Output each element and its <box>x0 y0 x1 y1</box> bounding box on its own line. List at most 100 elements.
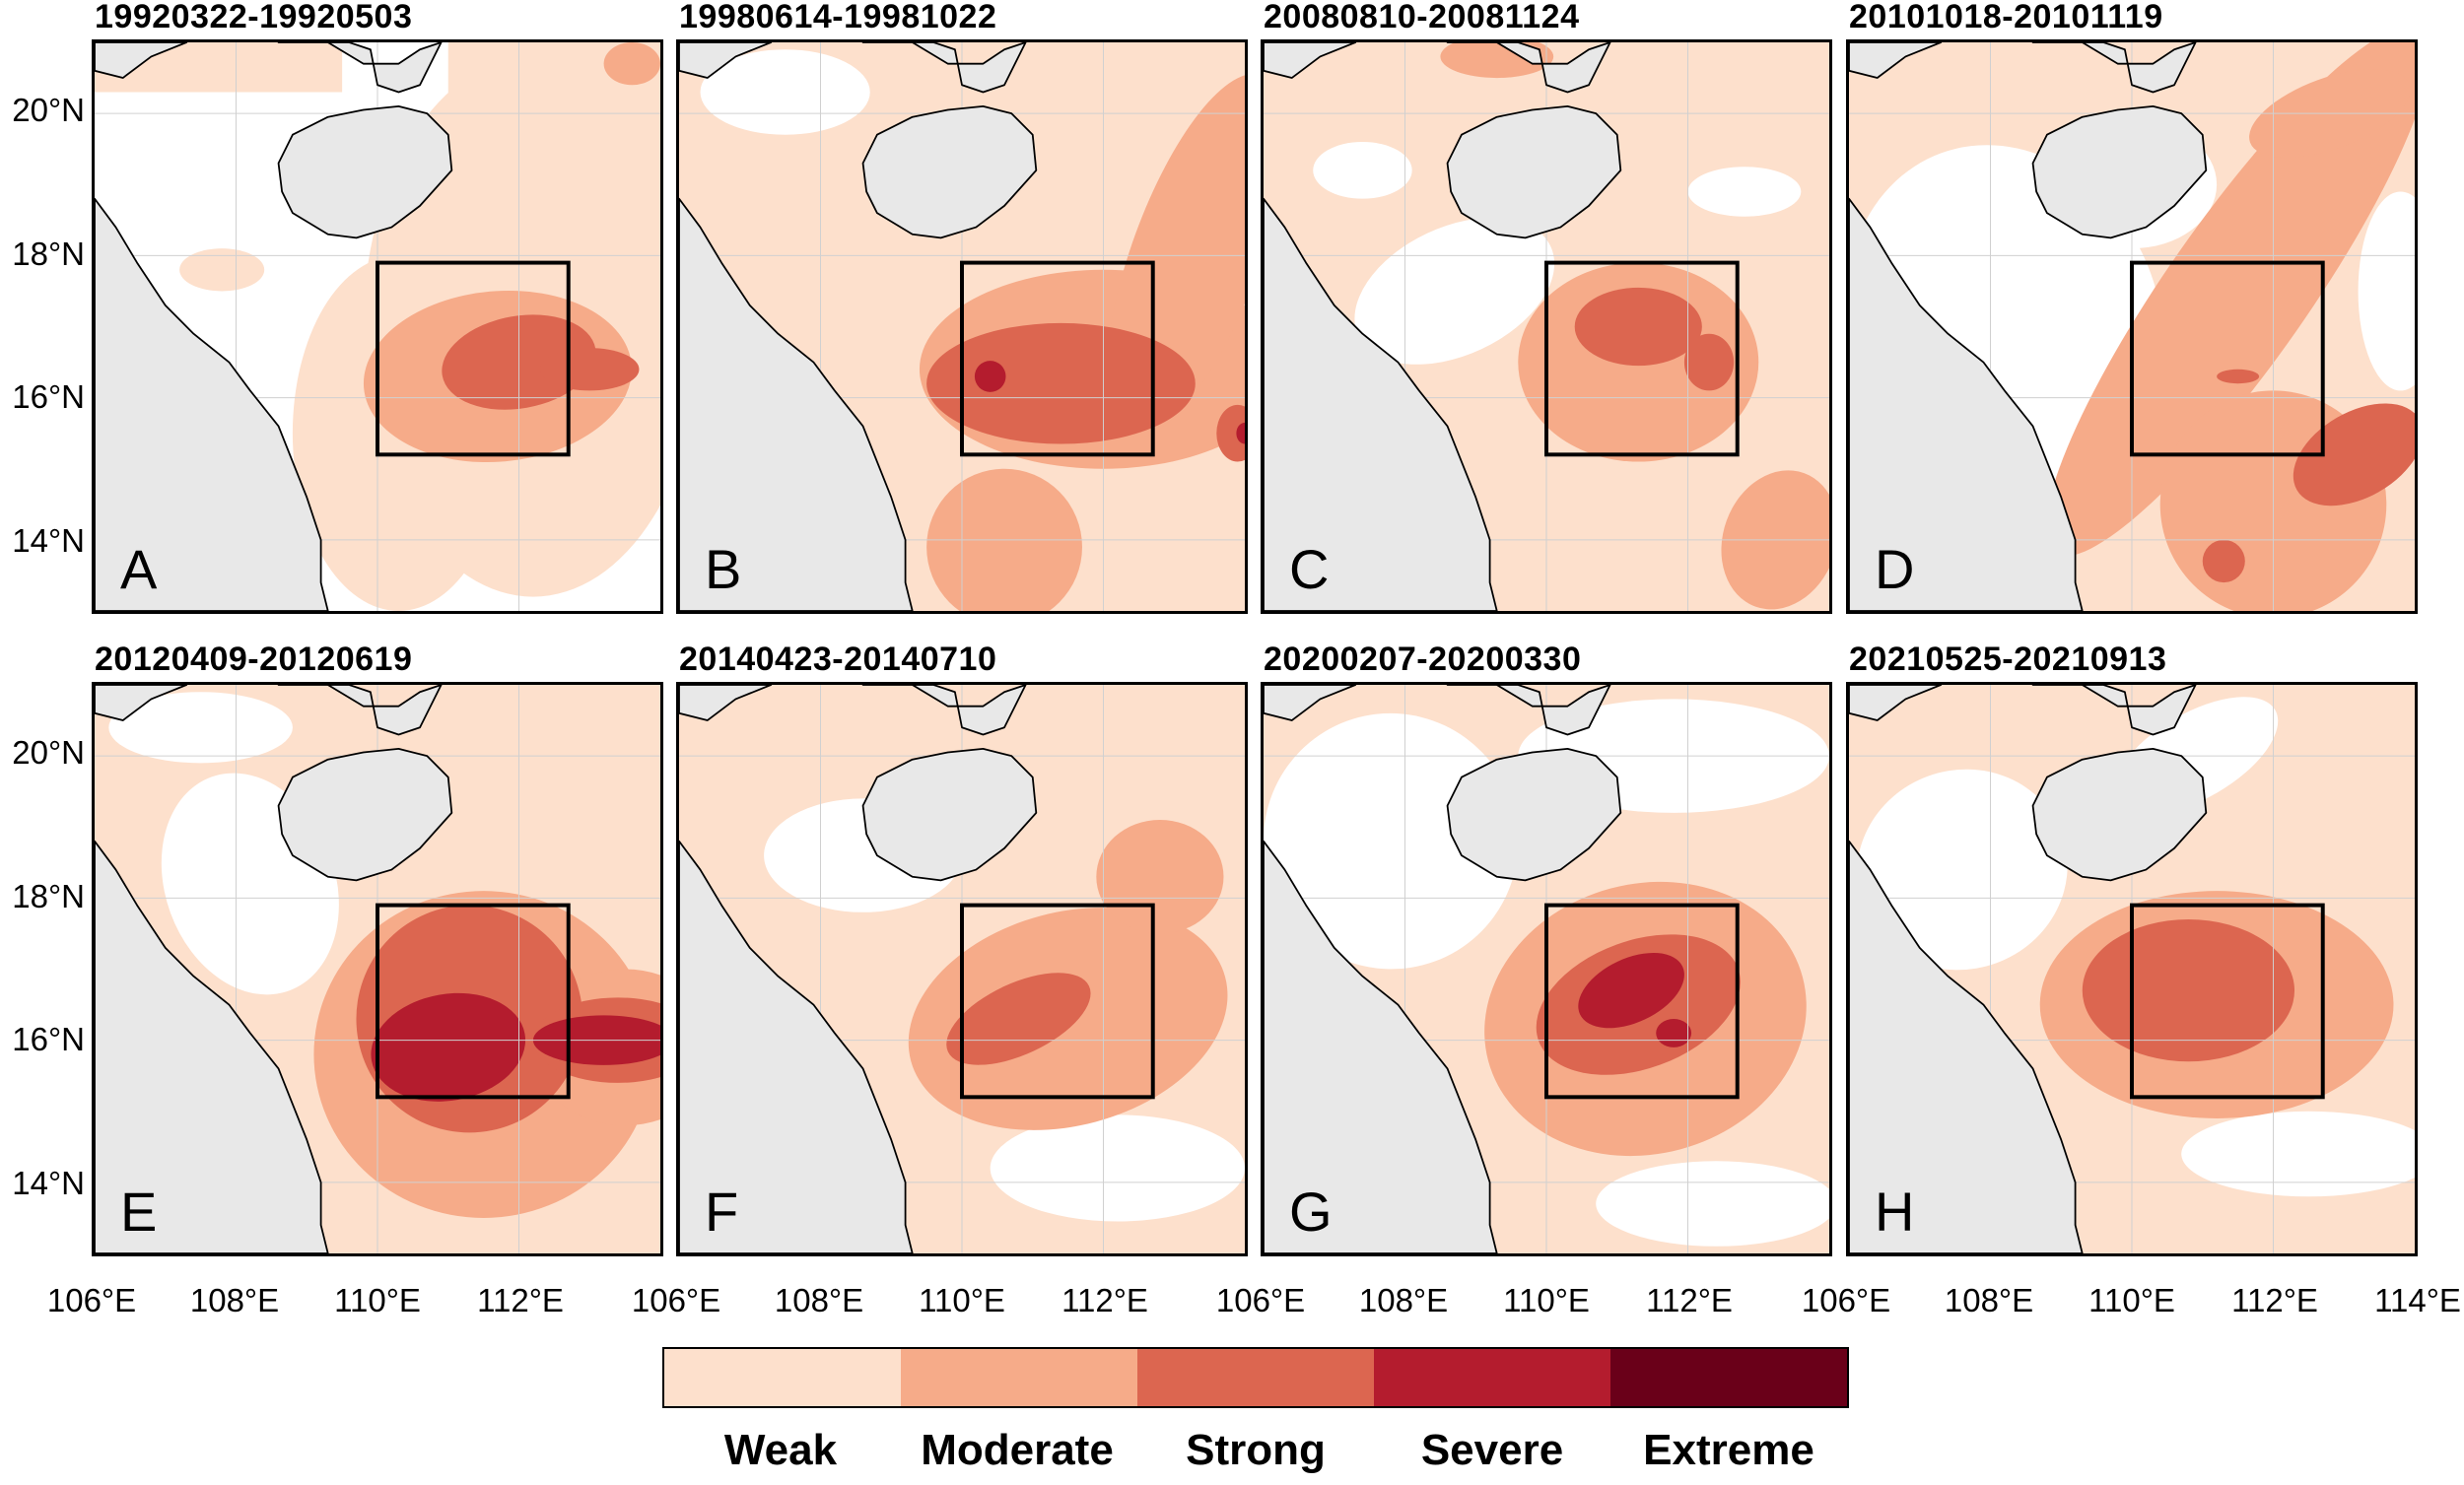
intensity-level-strong <box>2202 369 2415 583</box>
hainan-island <box>1446 748 1622 882</box>
intensity-colorbar <box>662 1347 1849 1408</box>
intensity-area <box>946 973 1091 1065</box>
study-area-box <box>1544 260 1740 457</box>
latitude-tick-label: 16°N <box>12 378 85 416</box>
intensity-area <box>1683 333 1735 391</box>
intensity-area <box>1578 953 1684 1029</box>
leizhou-peninsula <box>277 42 443 94</box>
intensity-area <box>540 348 640 391</box>
intensity-area <box>2045 42 2415 557</box>
panel-title: 20101018-20101119 <box>1849 0 2163 35</box>
map-frame: F <box>676 682 1248 1256</box>
legend-label-moderate: Moderate <box>921 1426 1114 1474</box>
intensity-level-severe <box>974 361 1245 444</box>
map-frame: D <box>1846 39 2418 614</box>
longitude-tick-label: 108°E <box>189 1282 280 1318</box>
leizhou-peninsula <box>2031 42 2197 94</box>
panel-letter: E <box>120 1181 158 1243</box>
intensity-area <box>1236 422 1245 444</box>
gulf-tonkin-north-coast <box>679 685 773 721</box>
hainan-island <box>861 748 1038 882</box>
intensity-area <box>603 42 660 86</box>
intensity-map <box>95 42 660 611</box>
latitude-tick-label: 16°N <box>12 1021 85 1058</box>
panel-title: 20080810-20081124 <box>1264 0 1580 35</box>
legend-label-weak: Weak <box>723 1426 838 1474</box>
gulf-tonkin-north-coast <box>1264 685 1357 721</box>
leizhou-peninsula <box>861 42 1027 94</box>
intensity-map <box>679 685 1245 1253</box>
intensity-map <box>679 42 1245 611</box>
longitude-tick-label: 110°E <box>919 1282 1005 1318</box>
leizhou-peninsula <box>861 685 1027 736</box>
vietnam-coast <box>1264 840 1498 1253</box>
panel-title: 20210525-20210913 <box>1849 641 2167 678</box>
gulf-tonkin-north-coast <box>679 42 773 79</box>
panel-title: 20140423-20140710 <box>679 641 997 678</box>
map-frame: E <box>92 682 663 1256</box>
intensity-map <box>1849 685 2415 1253</box>
gulf-tonkin-north-coast <box>95 42 188 79</box>
gap-area <box>990 1114 1245 1222</box>
hainan-island <box>2031 105 2208 239</box>
longitude-tick-label: 114°E <box>2374 1282 2461 1318</box>
legend-label-severe: Severe <box>1420 1426 1564 1474</box>
colorbar-swatch-strong <box>1137 1349 1374 1406</box>
vietnam-coast <box>679 840 914 1253</box>
panel-letter: G <box>1289 1181 1333 1243</box>
study-area-box <box>376 903 571 1100</box>
intensity-area <box>371 992 526 1102</box>
panel-title: 19980614-19981022 <box>679 0 997 35</box>
legend-label-extreme: Extreme <box>1643 1426 1814 1474</box>
gulf-tonkin-north-coast <box>1849 685 1943 721</box>
colorbar-swatch-moderate <box>901 1349 1137 1406</box>
intensity-level-strong <box>1574 287 1735 391</box>
panel-title: 20200207-20200330 <box>1264 641 1582 678</box>
intensity-map <box>1264 42 1829 611</box>
gap-area <box>1313 141 1412 199</box>
map-frame: H <box>1846 682 2418 1256</box>
latitude-tick-label: 18°N <box>12 235 85 272</box>
gap-area <box>2181 1111 2415 1197</box>
hainan-island <box>2031 748 2208 882</box>
longitude-tick-label: 108°E <box>1358 1282 1449 1318</box>
longitude-tick-label: 106°E <box>46 1282 137 1318</box>
map-frame: B <box>676 39 1248 614</box>
leizhou-peninsula <box>2031 685 2197 736</box>
longitude-tick-label: 112°E <box>477 1282 564 1318</box>
longitude-tick-label: 110°E <box>1503 1282 1590 1318</box>
intensity-area <box>1574 287 1702 367</box>
leizhou-peninsula <box>1446 685 1611 736</box>
colorbar-swatch-weak <box>664 1349 901 1406</box>
gap-area <box>1596 1161 1829 1247</box>
gap-area <box>1264 712 1519 970</box>
study-area-box <box>2130 903 2325 1100</box>
vietnam-coast <box>1264 197 1498 611</box>
map-frame: A <box>92 39 663 614</box>
vietnam-coast <box>1849 197 2084 611</box>
intensity-area <box>2082 919 2295 1062</box>
colorbar-swatch-extreme <box>1610 1349 1847 1406</box>
intensity-level-strong <box>2082 919 2295 1062</box>
panel-letter: D <box>1875 538 1915 600</box>
longitude-tick-label: 110°E <box>2088 1282 2175 1318</box>
gap-area <box>108 692 293 764</box>
hainan-island <box>861 105 1038 239</box>
panel-letter: A <box>120 538 158 600</box>
intensity-map <box>1264 685 1829 1253</box>
longitude-tick-label: 110°E <box>334 1282 421 1318</box>
study-area-box <box>960 903 1155 1100</box>
gulf-tonkin-north-coast <box>1849 42 1943 79</box>
panel-letter: F <box>705 1181 739 1243</box>
intensity-area <box>2217 369 2260 384</box>
intensity-area <box>926 322 1196 444</box>
study-area-box <box>2130 260 2325 457</box>
panel-title: 20120409-20120619 <box>95 641 413 678</box>
latitude-tick-label: 20°N <box>12 91 85 128</box>
vietnam-coast <box>679 197 914 611</box>
longitude-tick-label: 106°E <box>1801 1282 1891 1318</box>
hainan-island <box>277 105 453 239</box>
leizhou-peninsula <box>1446 42 1611 94</box>
colorbar-swatch-severe <box>1374 1349 1610 1406</box>
latitude-tick-label: 14°N <box>12 1165 85 1202</box>
